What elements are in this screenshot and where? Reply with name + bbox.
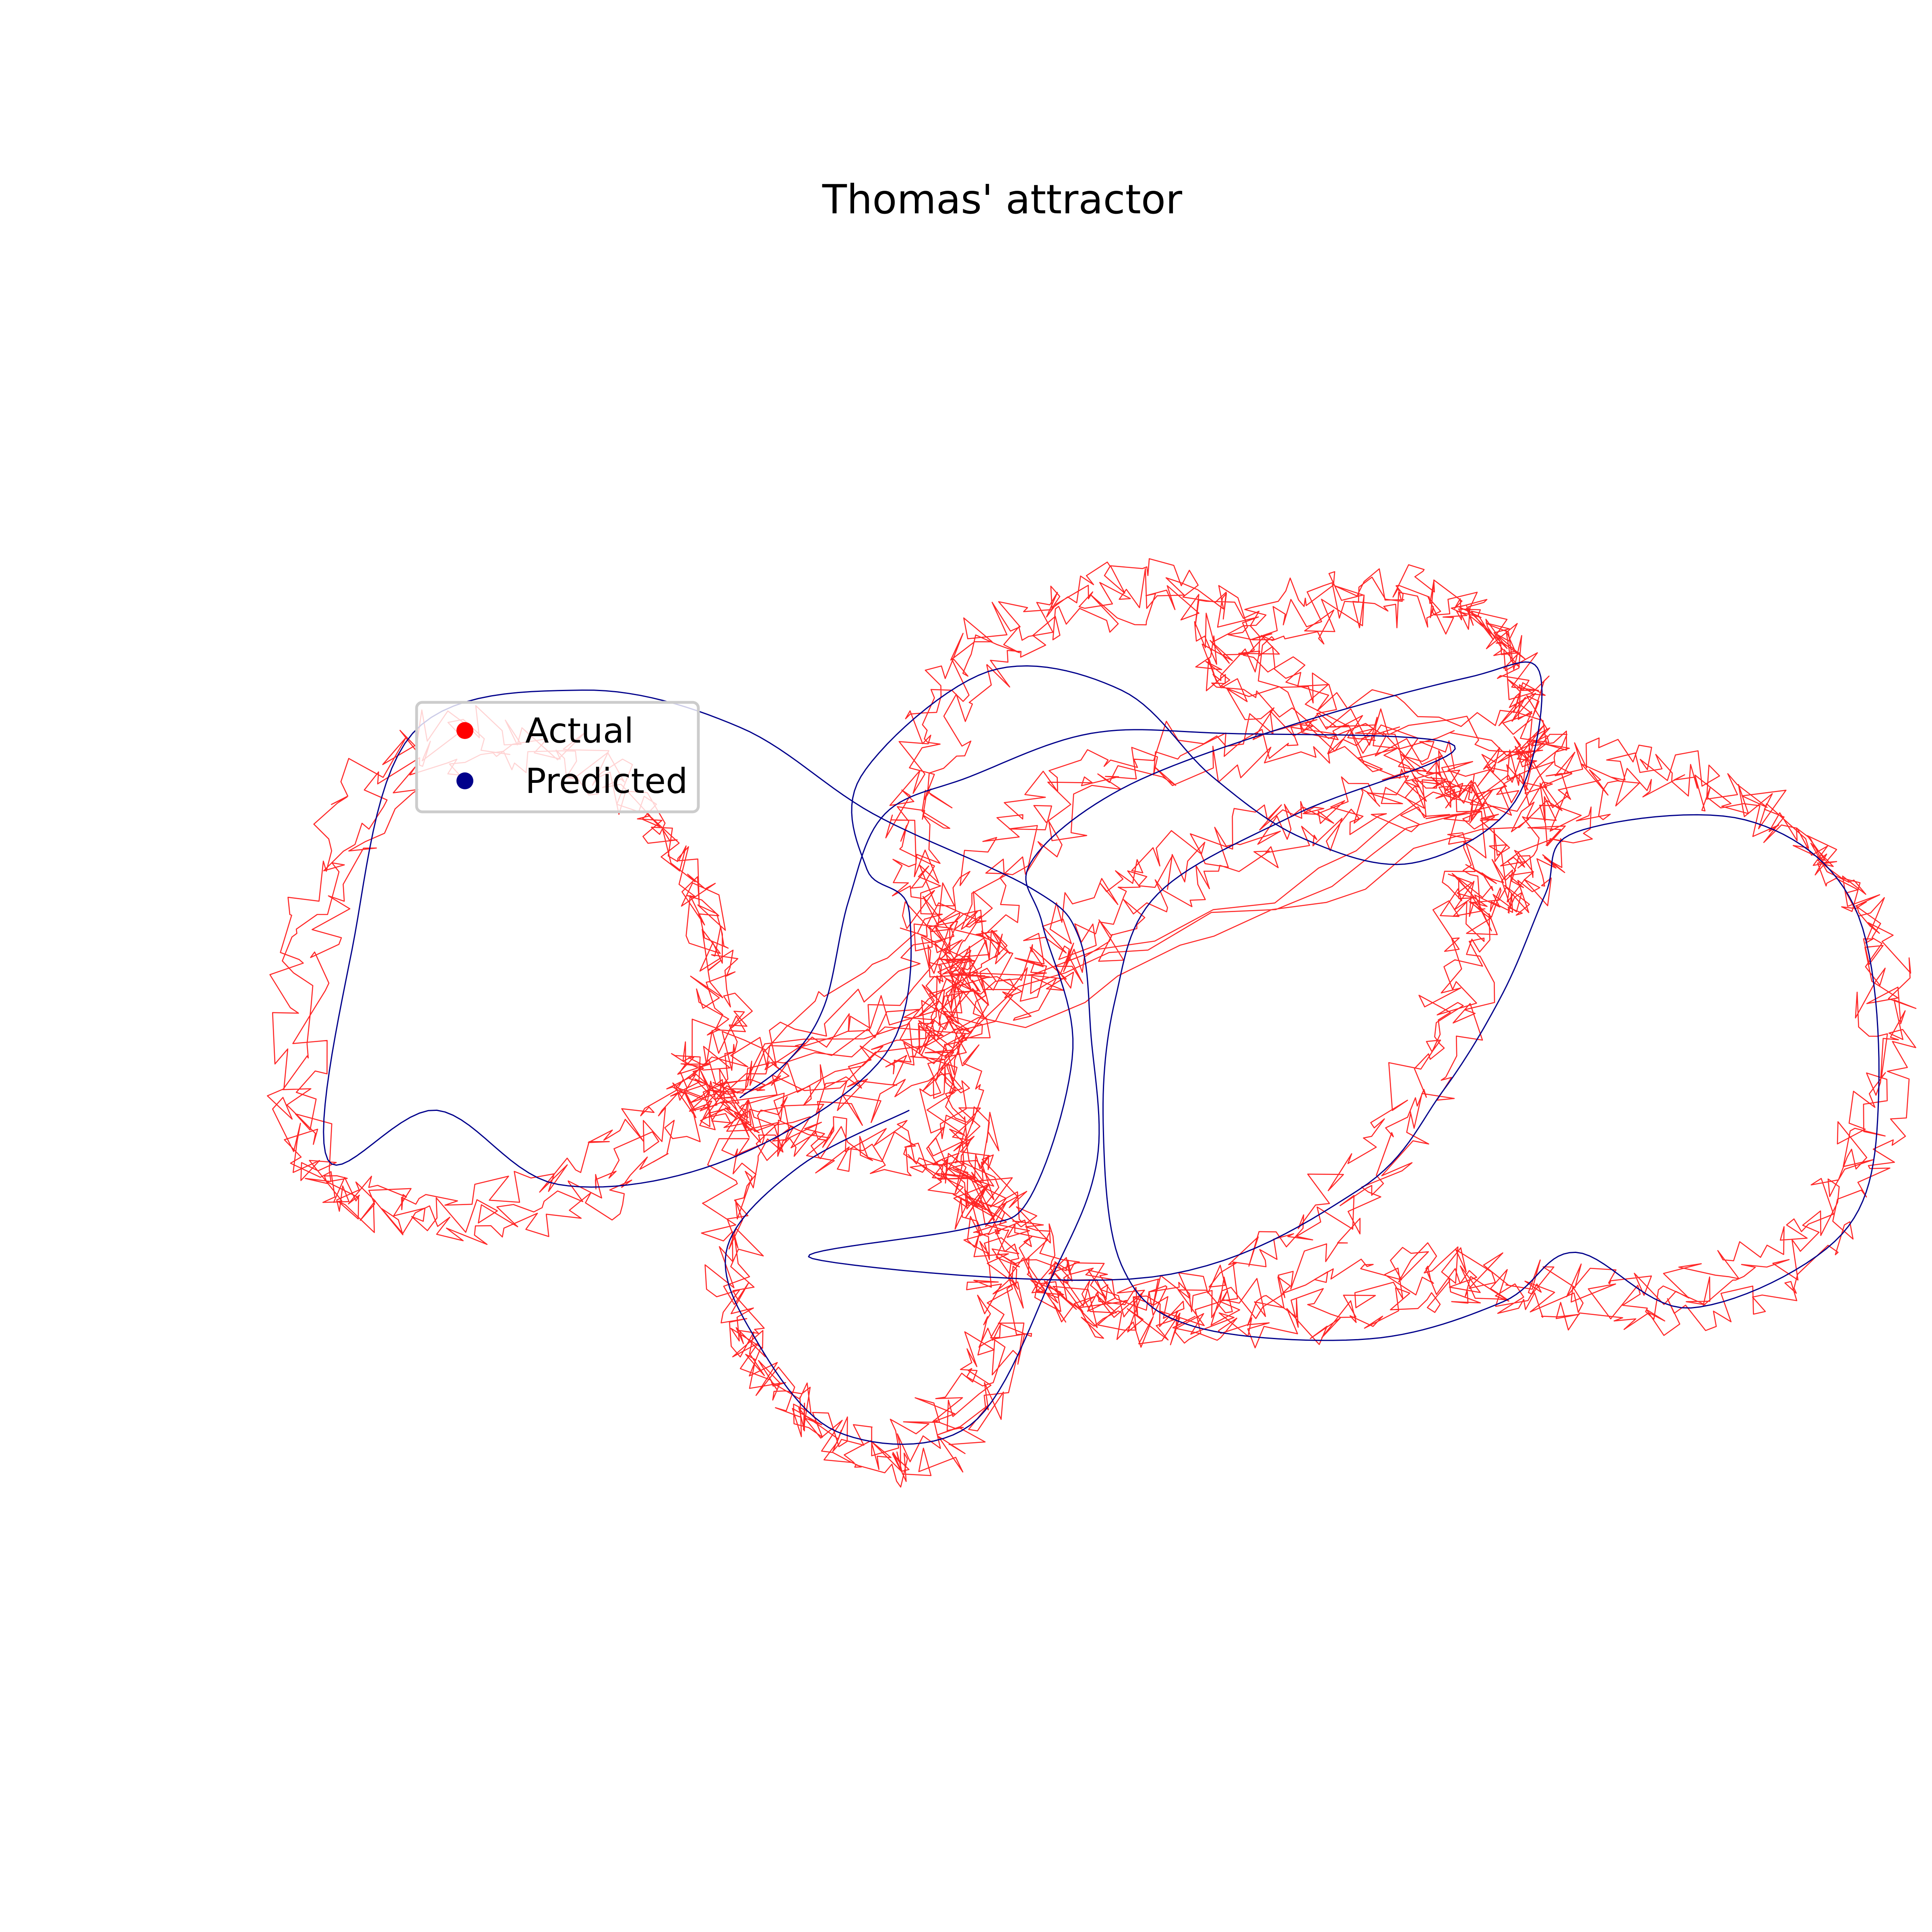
legend-marker-predicted xyxy=(456,772,473,789)
legend-label-actual: Actual xyxy=(525,711,634,751)
legend-frame xyxy=(415,701,700,813)
series-line-predicted xyxy=(323,661,1880,1445)
legend-marker-actual xyxy=(456,722,473,739)
legend: Actual Predicted xyxy=(415,701,700,813)
chart-title: Thomas' attractor xyxy=(822,176,1183,223)
legend-label-predicted: Predicted xyxy=(525,761,688,801)
plot-area xyxy=(267,558,1917,1488)
series-line-actual xyxy=(267,558,1917,1488)
